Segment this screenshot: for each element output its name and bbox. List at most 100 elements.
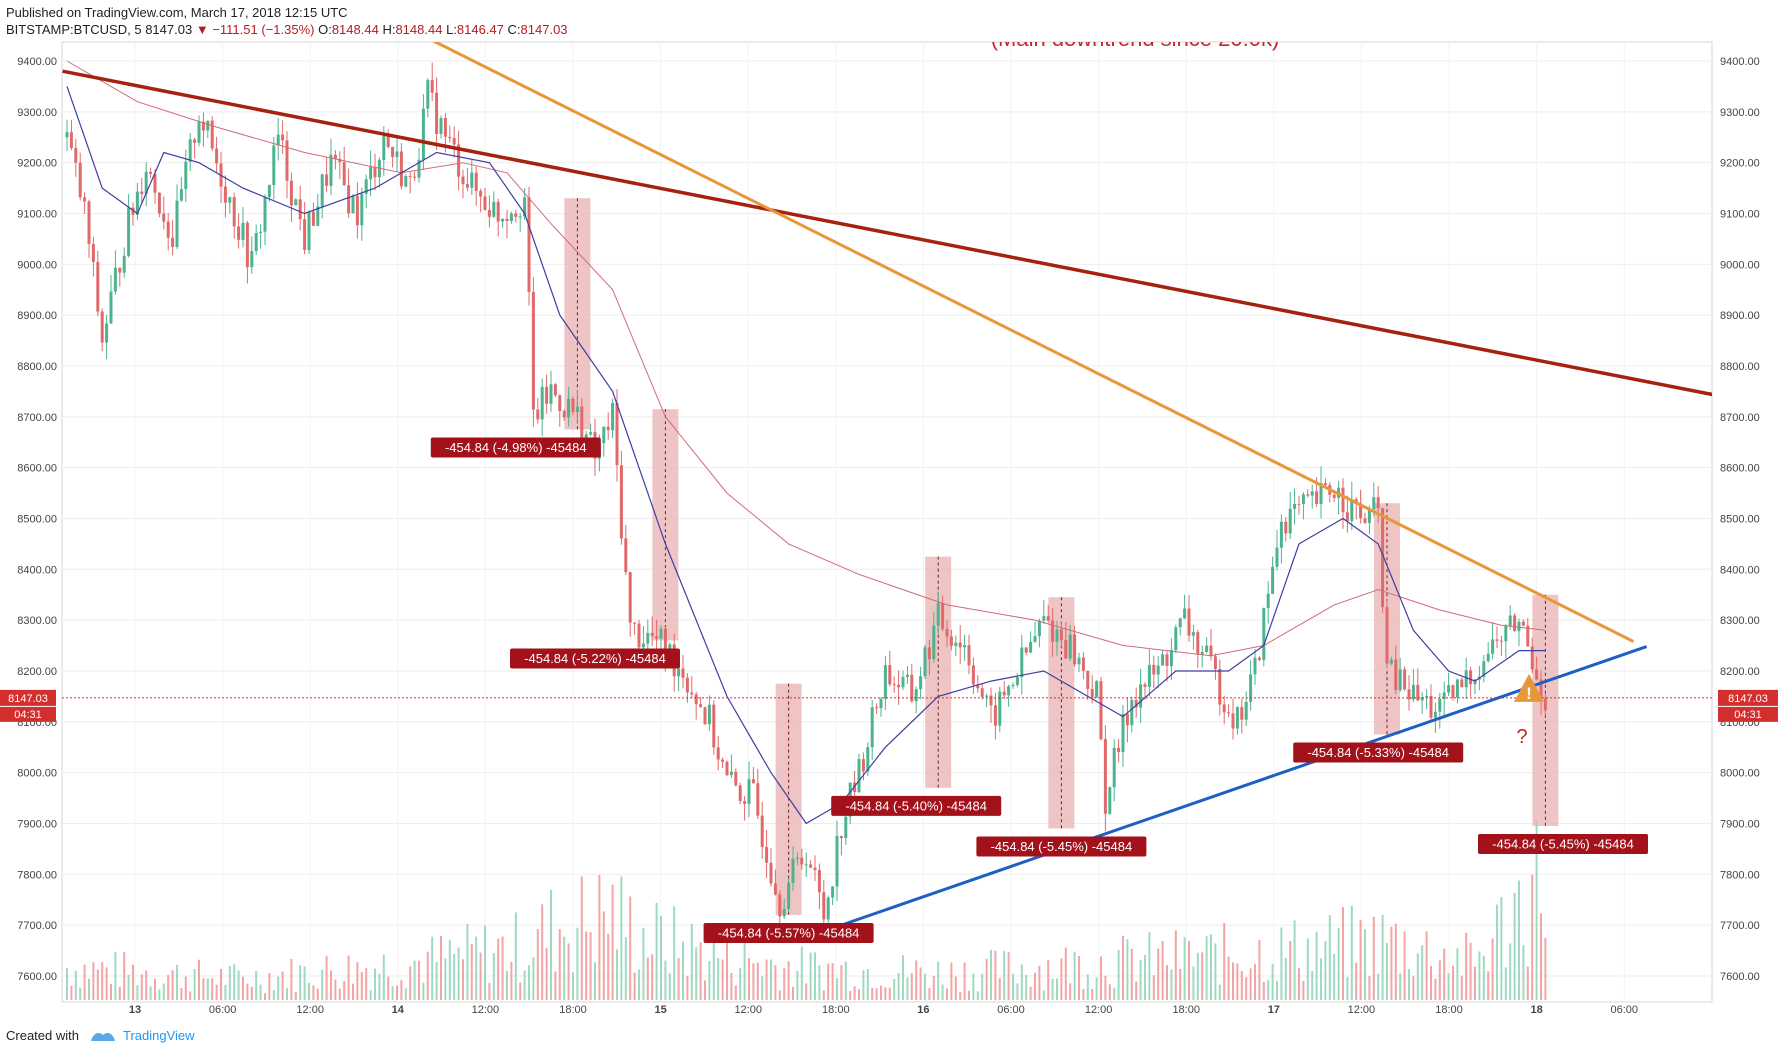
candle-body	[149, 171, 153, 174]
volume-bar	[1082, 988, 1085, 1000]
time-tick-label: 18:00	[1172, 1004, 1200, 1016]
candle-body	[659, 628, 663, 639]
volume-bar	[827, 963, 830, 1000]
candle-body	[1002, 691, 1006, 696]
volume-bar	[563, 936, 566, 1000]
trend-lines	[62, 42, 1712, 927]
volume-bar	[717, 957, 720, 1000]
candle-body	[175, 200, 179, 247]
volume-bar	[1544, 937, 1547, 1000]
volume-bar	[457, 947, 460, 1000]
price-tick-label: 7700.00	[17, 920, 57, 932]
candle-body	[1042, 616, 1046, 621]
candle-body	[496, 201, 500, 222]
volume-bar	[105, 967, 108, 1000]
volume-bar	[382, 954, 385, 1000]
candle-body	[628, 572, 632, 623]
volume-bar	[448, 939, 451, 1000]
volume-bar	[1337, 927, 1340, 1000]
price-tick-label: 8300.00	[17, 615, 57, 627]
candle-body	[1288, 508, 1292, 534]
volume-bar	[426, 951, 429, 1000]
candle-body	[1253, 657, 1257, 675]
volume-bar	[453, 953, 456, 1000]
candle-body	[1486, 653, 1490, 662]
candle-body	[355, 195, 359, 226]
candle-body	[989, 695, 993, 706]
time-tick-label: 12:00	[1085, 1004, 1113, 1016]
volume-bar	[1276, 981, 1278, 1000]
candle-body	[1425, 696, 1429, 698]
candle-body	[835, 836, 839, 887]
volume-bar	[242, 976, 244, 1000]
grid-lines	[62, 42, 1712, 1002]
candle-body	[1103, 739, 1107, 814]
volume-bar	[352, 983, 354, 1000]
volume-bar	[1152, 975, 1155, 1000]
tradingview-brand[interactable]: TradingView	[122, 1028, 195, 1043]
candle-body	[993, 705, 997, 726]
candle-body	[452, 138, 456, 145]
candle-body	[465, 184, 469, 188]
time-tick-label: 18:00	[1435, 1004, 1463, 1016]
volume-bar	[1293, 920, 1296, 1000]
candle-body	[963, 645, 967, 648]
candle-body	[985, 695, 989, 697]
volume-bar	[1174, 930, 1177, 1000]
volume-bar	[1364, 929, 1366, 1000]
volume-bar	[290, 959, 293, 1000]
candle-body	[971, 665, 975, 685]
plot-area[interactable]	[61, 41, 1713, 1003]
volume-bar	[264, 993, 266, 1000]
volume-bar	[853, 986, 856, 1000]
volume-bar	[1157, 948, 1160, 1000]
volume-bar	[1236, 963, 1239, 1000]
volume-bar	[1122, 935, 1124, 1000]
candle-body	[1451, 685, 1455, 698]
volume-bar	[1091, 988, 1094, 1000]
volume-bar	[418, 960, 420, 1000]
candle-body	[1007, 686, 1011, 696]
volume-bar	[1333, 954, 1336, 1000]
candle-body	[866, 747, 870, 772]
volume-bar	[154, 978, 156, 1000]
time-tick-label: 14	[392, 1004, 405, 1016]
price-tick-label: 8200.00	[17, 666, 57, 678]
volume-bar	[211, 978, 214, 1000]
volume-bar	[1214, 943, 1217, 1000]
volume-bar	[726, 932, 728, 1000]
time-tick-label: 18:00	[559, 1004, 587, 1016]
volume-bar	[1443, 948, 1446, 1000]
price-tick-label: 8600.00	[17, 463, 57, 475]
volume-bar	[1196, 952, 1199, 1000]
price-tick-label: 9100.00	[1720, 208, 1760, 220]
candle-body	[281, 134, 285, 141]
candle-body	[1455, 679, 1459, 698]
volume-bar	[937, 961, 940, 1000]
volume-bar	[268, 972, 271, 1000]
volume-bar	[360, 972, 363, 1000]
volume-bar	[1038, 965, 1041, 1000]
candle-body	[487, 210, 491, 217]
volume-bar	[369, 990, 372, 1000]
volume-bar	[818, 965, 821, 1000]
candle-body	[140, 191, 144, 195]
candle-body	[342, 162, 346, 186]
volume-bar	[528, 965, 530, 1000]
volume-bar	[162, 983, 165, 1000]
volume-bar	[633, 972, 636, 1000]
volume-bar	[1113, 987, 1116, 1000]
candle-body	[1073, 634, 1077, 665]
candle-body	[540, 386, 544, 420]
candle-body	[1227, 712, 1231, 714]
volume-bar	[809, 952, 812, 1000]
candle-body	[1438, 698, 1442, 712]
volume-bar	[541, 904, 544, 1000]
volume-bar	[1188, 940, 1190, 1000]
drop-labels: -454.84 (-4.98%) -45484 -454.84 (-5.22%) …	[430, 437, 1648, 943]
candle-body	[197, 121, 201, 143]
candle-body	[1121, 713, 1125, 753]
volume-bar	[642, 928, 645, 1000]
volume-bar	[651, 954, 654, 1000]
